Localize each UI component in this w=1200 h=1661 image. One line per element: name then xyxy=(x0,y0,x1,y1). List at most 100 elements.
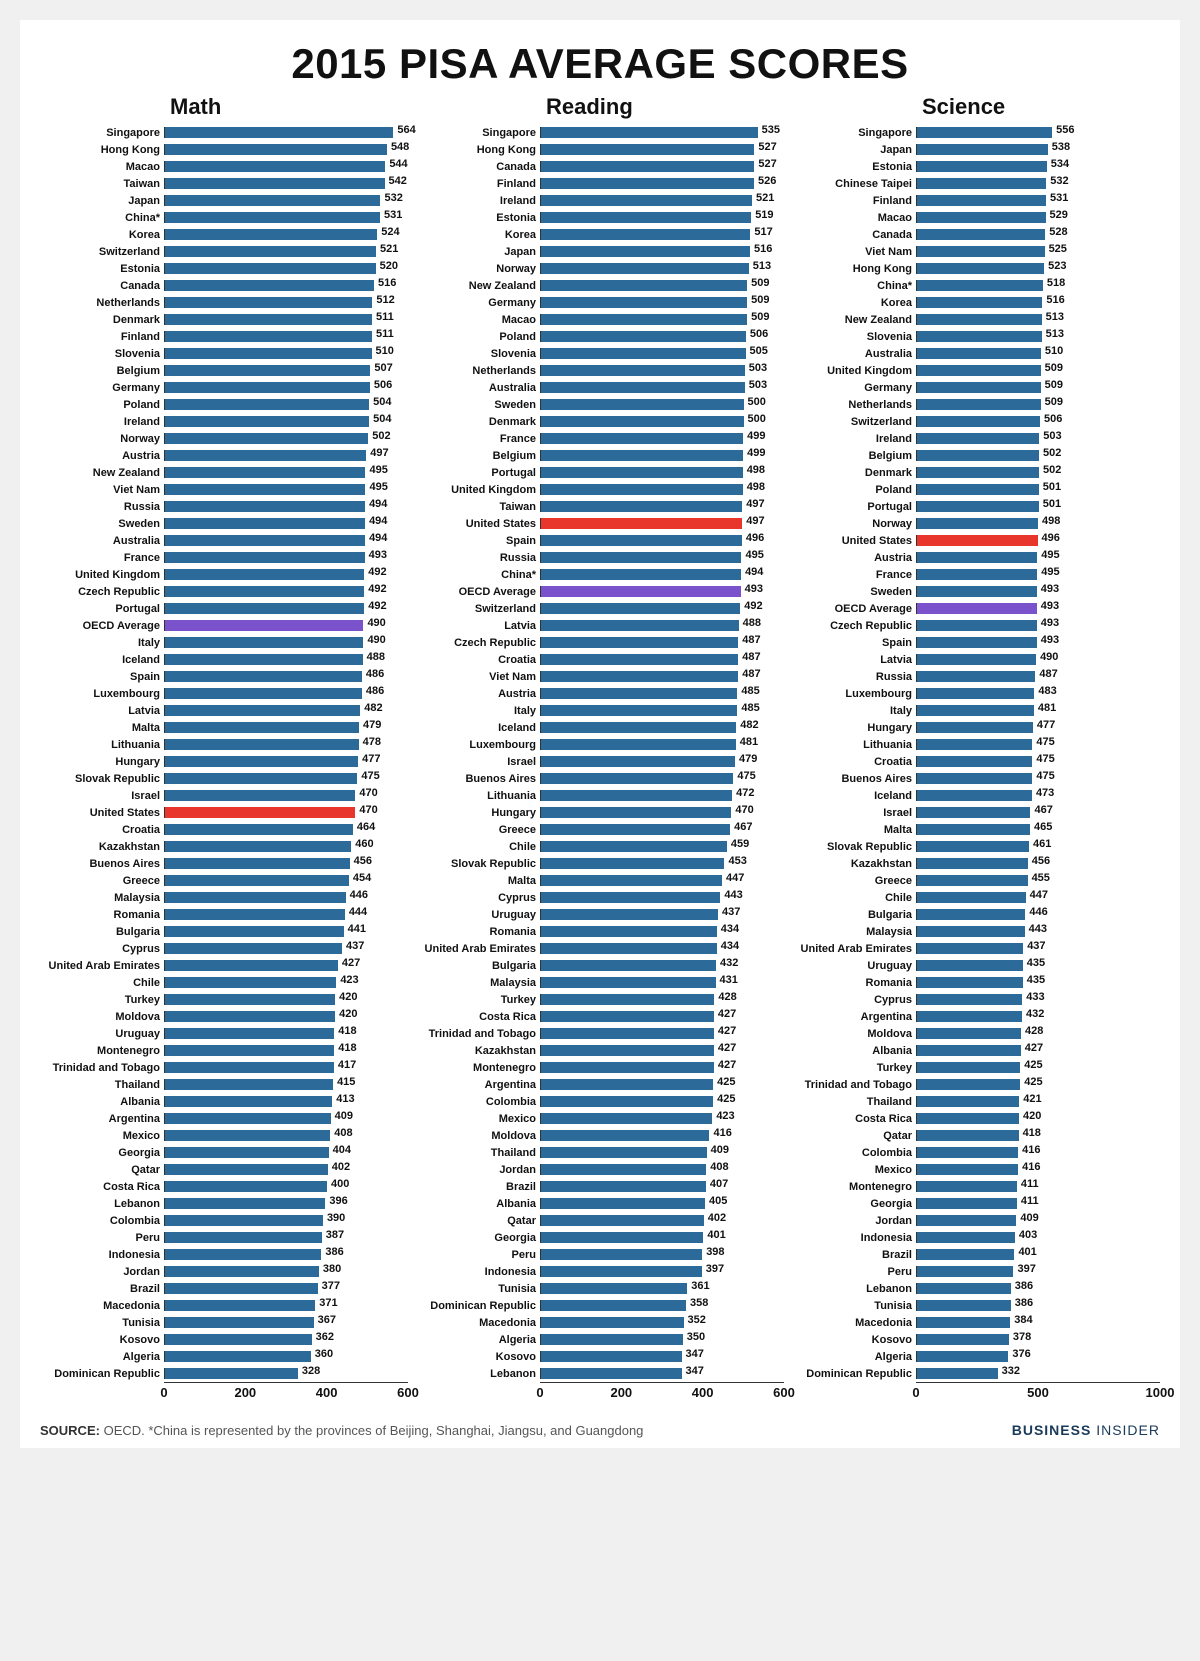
chart-row: Albania405 xyxy=(416,1195,784,1212)
country-label: Netherlands xyxy=(792,399,916,411)
bar xyxy=(917,1198,1017,1209)
country-label: Latvia xyxy=(792,654,916,666)
bar xyxy=(165,1181,327,1192)
value-label: 367 xyxy=(318,1314,336,1326)
bar-track: 347 xyxy=(540,1351,784,1362)
bar-track: 415 xyxy=(164,1079,408,1090)
value-label: 350 xyxy=(687,1331,705,1343)
country-label: Mexico xyxy=(40,1130,164,1142)
value-label: 420 xyxy=(339,1008,357,1020)
value-label: 402 xyxy=(708,1212,726,1224)
bar-track: 488 xyxy=(164,654,408,665)
bar-track: 428 xyxy=(916,1028,1160,1039)
bar xyxy=(917,756,1032,767)
country-label: OECD Average xyxy=(40,620,164,632)
chart-row: Spain493 xyxy=(792,634,1160,651)
bar-track: 390 xyxy=(164,1215,408,1226)
bar xyxy=(165,960,338,971)
value-label: 427 xyxy=(718,1025,736,1037)
value-label: 500 xyxy=(748,413,766,425)
bar-track: 423 xyxy=(540,1113,784,1124)
source-text: OECD. *China is represented by the provi… xyxy=(104,1423,644,1438)
country-label: Germany xyxy=(416,297,540,309)
value-label: 376 xyxy=(1012,1348,1030,1360)
bar xyxy=(917,637,1037,648)
chart-row: France495 xyxy=(792,566,1160,583)
country-label: Sweden xyxy=(416,399,540,411)
value-label: 435 xyxy=(1027,957,1045,969)
chart-row: Mexico423 xyxy=(416,1110,784,1127)
country-label: Dominican Republic xyxy=(792,1368,916,1380)
value-label: 512 xyxy=(376,294,394,306)
bar xyxy=(165,1062,334,1073)
bar xyxy=(165,280,374,291)
bar-track: 470 xyxy=(540,807,784,818)
country-label: Georgia xyxy=(792,1198,916,1210)
value-label: 447 xyxy=(726,872,744,884)
chart-row: Belgium502 xyxy=(792,447,1160,464)
bar xyxy=(917,535,1038,546)
axis-tick: 200 xyxy=(234,1385,256,1400)
value-label: 434 xyxy=(721,923,739,935)
value-label: 415 xyxy=(337,1076,355,1088)
value-label: 405 xyxy=(709,1195,727,1207)
country-label: Norway xyxy=(792,518,916,530)
country-label: Thailand xyxy=(416,1147,540,1159)
value-label: 431 xyxy=(720,974,738,986)
chart-row: Tunisia386 xyxy=(792,1297,1160,1314)
country-label: Kazakhstan xyxy=(792,858,916,870)
chart-row: Malta465 xyxy=(792,821,1160,838)
country-label: Croatia xyxy=(792,756,916,768)
bar xyxy=(541,144,754,155)
country-label: Brazil xyxy=(40,1283,164,1295)
country-label: Thailand xyxy=(40,1079,164,1091)
value-label: 386 xyxy=(1015,1297,1033,1309)
bar-track: 455 xyxy=(916,875,1160,886)
value-label: 434 xyxy=(721,940,739,952)
bar xyxy=(917,688,1034,699)
value-label: 421 xyxy=(1023,1093,1041,1105)
bar xyxy=(165,297,372,308)
bar xyxy=(917,467,1039,478)
value-label: 411 xyxy=(1021,1178,1039,1190)
country-label: Turkey xyxy=(416,994,540,1006)
chart-row: Belgium507 xyxy=(40,362,408,379)
bar-track: 362 xyxy=(164,1334,408,1345)
bar-track: 456 xyxy=(916,858,1160,869)
bar-track: 475 xyxy=(916,739,1160,750)
country-label: Croatia xyxy=(416,654,540,666)
bar xyxy=(541,824,730,835)
chart-row: Norway498 xyxy=(792,515,1160,532)
bar xyxy=(917,977,1023,988)
value-label: 390 xyxy=(327,1212,345,1224)
value-label: 502 xyxy=(1043,464,1061,476)
value-label: 503 xyxy=(749,379,767,391)
chart-row: Canada528 xyxy=(792,226,1160,243)
value-label: 470 xyxy=(359,804,377,816)
country-label: United Kingdom xyxy=(792,365,916,377)
value-label: 509 xyxy=(751,311,769,323)
bar xyxy=(541,399,744,410)
chart-row: Singapore556 xyxy=(792,124,1160,141)
value-label: 526 xyxy=(758,175,776,187)
footer: SOURCE: OECD. *China is represented by t… xyxy=(40,1422,1160,1438)
value-label: 470 xyxy=(735,804,753,816)
chart-row: Russia495 xyxy=(416,549,784,566)
value-label: 332 xyxy=(1002,1365,1020,1377)
bar-track: 516 xyxy=(540,246,784,257)
chart-row: Netherlands512 xyxy=(40,294,408,311)
chart-row: Romania434 xyxy=(416,923,784,940)
bar-track: 517 xyxy=(540,229,784,240)
value-label: 377 xyxy=(322,1280,340,1292)
infographic-page: 2015 PISA AVERAGE SCORES MathSingapore56… xyxy=(20,20,1180,1448)
chart-row: Slovak Republic461 xyxy=(792,838,1160,855)
bar-track: 401 xyxy=(916,1249,1160,1260)
bar xyxy=(917,229,1045,240)
bar xyxy=(541,1011,714,1022)
bar-track: 386 xyxy=(916,1283,1160,1294)
bar-track: 397 xyxy=(916,1266,1160,1277)
country-label: Switzerland xyxy=(40,246,164,258)
bar xyxy=(541,178,754,189)
source-label: SOURCE: xyxy=(40,1423,100,1438)
chart-row: Costa Rica427 xyxy=(416,1008,784,1025)
